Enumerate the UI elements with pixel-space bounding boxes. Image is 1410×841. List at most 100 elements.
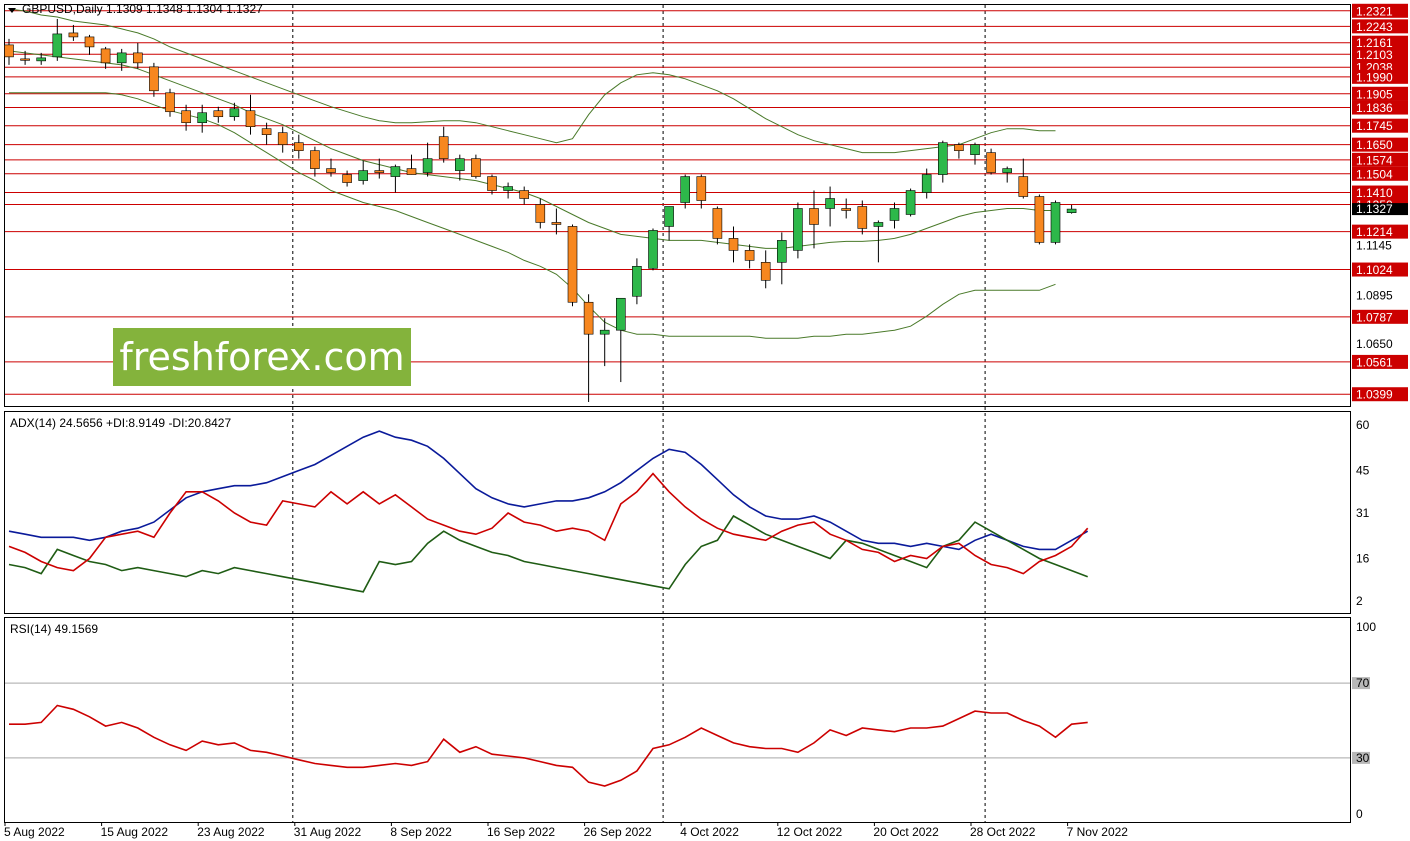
level-label: 1.2243 <box>1356 20 1393 34</box>
rsi-tick-label: 0 <box>1356 807 1363 821</box>
adx-pane[interactable] <box>4 411 1351 614</box>
period-separators <box>292 5 986 822</box>
candle-bear <box>519 190 530 199</box>
current-price-label: 1.1327 <box>1356 202 1393 216</box>
adx-tick-label: 16 <box>1356 551 1370 565</box>
rsi-pane[interactable] <box>4 617 1351 823</box>
candle-bear <box>696 176 707 201</box>
rsi-series-line <box>9 704 1088 787</box>
rsi-caption: RSI(14) 49.1569 <box>10 622 98 636</box>
level-label-bg <box>1352 354 1408 369</box>
freshforex-logo: freshforex.com <box>113 328 411 386</box>
level-label: 1.2103 <box>1356 48 1393 62</box>
current-price-bg <box>1352 203 1408 216</box>
level-label-bg <box>1352 100 1408 115</box>
adx-series-line <box>8 514 1088 593</box>
level-label-bg <box>1352 137 1408 152</box>
time-tick-label: 8 Sep 2022 <box>390 825 452 839</box>
adx-lines: 60 45 31 16 2 <box>8 418 1370 608</box>
level-label-bg <box>1352 118 1408 133</box>
level-label-bg <box>1352 224 1408 239</box>
candle-bear <box>100 48 111 64</box>
candle-bull <box>1050 202 1061 243</box>
adx-caption: ADX(14) 24.5656 +DI:8.9149 -DI:20.8427 <box>10 416 231 430</box>
level-label: 1.1836 <box>1356 101 1393 115</box>
candle-bull <box>648 230 658 269</box>
adx-tick-label: 45 <box>1356 464 1370 478</box>
adx-series-line <box>8 430 1089 551</box>
candle-bull <box>116 52 127 64</box>
level-label: 1.1990 <box>1356 70 1393 84</box>
level-label-bg <box>1352 35 1408 50</box>
level-label: 1.1905 <box>1356 87 1393 101</box>
candle-bear <box>149 66 159 92</box>
bollinger-middle-line <box>8 50 1056 249</box>
level-label: 1.0787 <box>1356 310 1393 324</box>
rsi-tick-label: 30 <box>1356 751 1370 765</box>
candle-bear <box>277 132 288 145</box>
price-tick-label: 1.0650 <box>1356 337 1393 351</box>
dropdown-arrow-icon[interactable] <box>8 8 16 13</box>
level-label-bg <box>1352 69 1408 84</box>
candle-bear <box>20 58 30 61</box>
candle-bull <box>52 33 63 58</box>
bollinger-upper-line <box>8 8 1056 154</box>
time-tick-label: 5 Aug 2022 <box>4 825 65 839</box>
candle-bear <box>181 110 191 124</box>
level-label: 1.2161 <box>1356 36 1393 50</box>
level-label-bg <box>1352 309 1408 324</box>
candle-bull <box>921 174 932 193</box>
candle-bear <box>535 204 546 223</box>
level-label-bg <box>1352 47 1408 62</box>
candle-bear <box>857 206 868 229</box>
candle-bear <box>471 158 481 177</box>
candle-bull <box>615 297 626 331</box>
time-tick-label: 20 Oct 2022 <box>873 825 939 839</box>
candle-bull <box>36 57 47 62</box>
candle-bull <box>873 222 884 227</box>
candle-bear <box>567 226 578 303</box>
candle-bear <box>954 144 964 151</box>
adx-series-line <box>8 472 1089 575</box>
level-label-bg <box>1352 19 1408 34</box>
adx-tick-label: 60 <box>1356 418 1370 432</box>
level-label-bg <box>1352 152 1408 167</box>
candle-bull <box>503 186 513 191</box>
candle-bear <box>744 250 755 261</box>
level-label-bg <box>1352 387 1408 402</box>
adx-tick-label: 2 <box>1356 594 1363 608</box>
candle-bull <box>1002 168 1013 173</box>
price-tick-label: 1.1145 <box>1356 238 1392 252</box>
candle-bear <box>809 208 819 225</box>
rsi-line: 100 70 30 0 <box>5 620 1376 821</box>
candlesticks <box>4 18 1077 403</box>
time-tick-label: 15 Aug 2022 <box>101 825 169 839</box>
candle-bull <box>680 176 691 203</box>
level-label: 1.1745 <box>1356 119 1393 133</box>
level-label: 1.1410 <box>1356 186 1393 200</box>
candle-bull <box>197 112 207 124</box>
candle-bear <box>133 52 143 64</box>
level-label-bg <box>1352 166 1408 181</box>
candle-bull <box>889 208 900 221</box>
candle-bull <box>599 329 610 335</box>
candle-bear <box>326 168 336 173</box>
rsi-tick-label: 70 <box>1356 676 1370 690</box>
candle-bull <box>358 170 369 181</box>
rsi-tick-bg <box>1352 677 1370 690</box>
level-label-bg <box>1352 3 1408 18</box>
candle-bull <box>1066 208 1077 213</box>
candle-bull <box>632 266 642 297</box>
time-tick-label: 28 Oct 2022 <box>970 825 1036 839</box>
candle-bull <box>905 190 916 215</box>
candle-bear <box>293 142 304 151</box>
level-label-bg <box>1352 185 1408 200</box>
level-label: 1.1574 <box>1356 153 1393 167</box>
level-label: 1.2321 <box>1356 4 1393 18</box>
candle-bear <box>68 32 79 38</box>
candle-bull <box>970 144 980 155</box>
level-label: 1.1214 <box>1356 225 1393 239</box>
level-label: 1.1504 <box>1356 167 1393 181</box>
candle-bull <box>664 206 674 227</box>
